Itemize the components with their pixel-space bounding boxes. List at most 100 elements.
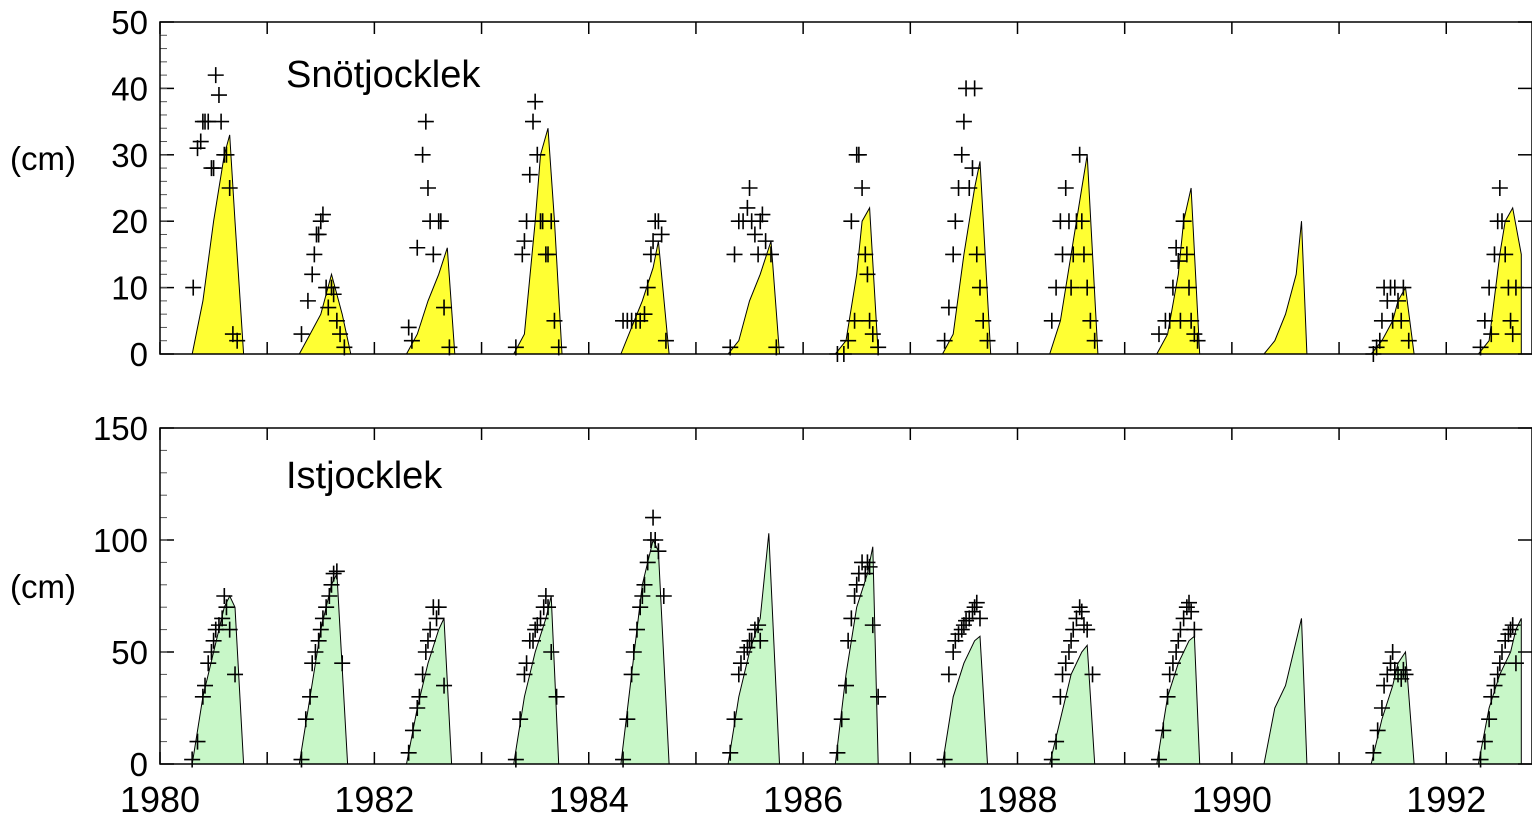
- ice-obs-marker: [310, 632, 327, 649]
- snow-obs-marker: [857, 246, 874, 263]
- ice-obs-marker: [958, 612, 975, 629]
- snow-obs-marker: [306, 246, 323, 263]
- ice-obs-marker: [739, 639, 756, 656]
- ice-obs-marker: [1376, 677, 1393, 694]
- ice-obs-marker: [846, 588, 863, 604]
- snow-obs-marker: [417, 113, 434, 130]
- ice-obs-marker: [947, 632, 964, 649]
- ice-ytick-label: 50: [111, 634, 148, 671]
- ice-obs-marker: [1373, 700, 1390, 716]
- snow-obs-marker: [299, 292, 316, 309]
- ice-obs-marker: [537, 588, 554, 604]
- snow-obs-marker: [1150, 326, 1167, 343]
- ice-season-area: [727, 533, 781, 765]
- ice-obs-marker: [203, 644, 220, 660]
- snow-obs-marker: [312, 213, 329, 230]
- snow-obs-marker: [1393, 312, 1410, 329]
- snow-season-area: [405, 247, 456, 355]
- ice-obs-marker: [1175, 610, 1192, 627]
- snow-obs-marker: [205, 160, 222, 177]
- ice-obs-marker: [870, 688, 887, 705]
- snow-obs-marker: [936, 332, 953, 349]
- x-tick-label: 1980: [120, 779, 200, 820]
- snow-obs-marker: [653, 226, 670, 243]
- snow-obs-marker: [1164, 279, 1181, 296]
- snow-obs-marker: [210, 87, 227, 104]
- snow-obs-marker: [964, 160, 981, 177]
- snow-obs-marker: [1168, 239, 1185, 256]
- snow-obs-marker: [1170, 253, 1187, 270]
- snow-obs-marker: [400, 319, 417, 336]
- snow-obs-marker: [1476, 312, 1493, 329]
- snow-season-area: [191, 134, 245, 355]
- snow-obs-marker: [310, 226, 327, 243]
- ice-obs-marker: [518, 655, 535, 672]
- snow-obs-marker: [1079, 279, 1096, 296]
- snow-obs-marker: [722, 339, 739, 356]
- ice-obs-marker: [1164, 655, 1181, 672]
- ice-obs-marker: [430, 599, 447, 616]
- ice-obs-marker: [968, 594, 985, 611]
- snow-obs-marker: [739, 199, 756, 216]
- snow-obs-marker: [1472, 339, 1489, 356]
- ice-obs-marker: [321, 588, 338, 604]
- ice-obs-marker: [221, 621, 238, 638]
- snow-season-area: [620, 241, 670, 355]
- snow-obs-marker: [1481, 279, 1498, 296]
- ice-obs-marker: [302, 688, 319, 705]
- ice-obs-marker: [293, 751, 310, 768]
- snow-obs-marker: [323, 279, 340, 296]
- ice-ytick-label: 100: [93, 522, 148, 559]
- snow-season-area: [1262, 221, 1308, 355]
- ice-obs-marker: [1159, 688, 1176, 705]
- x-tick-label: 1986: [763, 779, 843, 820]
- snow-obs-marker: [1390, 292, 1407, 309]
- ice-obs-marker: [532, 610, 549, 627]
- ice-season-area: [1156, 635, 1201, 765]
- snow-ytick-label: 0: [130, 336, 148, 373]
- snow-obs-marker: [953, 146, 970, 163]
- snow-obs-marker: [414, 146, 431, 163]
- snow-obs-marker: [961, 180, 978, 196]
- ice-obs-marker: [619, 711, 636, 728]
- snow-obs-marker: [432, 213, 449, 230]
- ice-ytick-labels: 0 50 100 150: [93, 410, 148, 783]
- ice-obs-marker: [1043, 751, 1060, 768]
- ice-obs-marker: [1048, 733, 1065, 750]
- snow-obs-marker: [1048, 279, 1065, 296]
- ice-obs-marker: [1155, 722, 1172, 739]
- ice-obs-marker: [632, 599, 649, 616]
- ice-obs-marker: [512, 711, 529, 728]
- snow-obs-marker: [854, 180, 871, 196]
- ice-obs-marker: [940, 666, 957, 683]
- ice-obs-marker: [205, 632, 222, 649]
- snow-obs-marker: [840, 332, 857, 349]
- snow-obs-marker: [229, 332, 246, 349]
- snow-season-area: [298, 272, 352, 355]
- snow-obs-marker: [979, 332, 996, 349]
- ice-obs-marker: [1382, 655, 1399, 672]
- ice-obs-marker: [1502, 621, 1519, 638]
- snow-obs-marker: [639, 279, 656, 296]
- snow-obs-marker: [514, 246, 531, 263]
- snow-obs-marker: [1371, 332, 1388, 349]
- snow-obs-marker: [419, 180, 436, 196]
- ice-ytick-label: 150: [93, 410, 148, 447]
- ice-obs-marker: [527, 621, 544, 638]
- snow-obs-marker: [1502, 312, 1519, 329]
- x-tick-label: 1990: [1192, 779, 1272, 820]
- snow-obs-marker: [955, 113, 972, 130]
- snow-obs-marker: [1043, 312, 1060, 329]
- snow-obs-marker: [1368, 339, 1385, 356]
- ice-obs-marker: [1057, 655, 1074, 672]
- ice-plot-frame: [159, 427, 1532, 765]
- ice-obs-marker: [417, 644, 434, 660]
- ice-obs-marker: [647, 532, 664, 548]
- ice-obs-marker: [436, 677, 453, 694]
- snow-obs-marker: [870, 339, 887, 356]
- snow-obs-marker: [975, 312, 992, 329]
- ice-obs-marker: [411, 688, 428, 705]
- snow-obs-marker: [529, 146, 546, 163]
- ice-areas: [191, 533, 1522, 765]
- ice-obs-marker: [227, 666, 244, 683]
